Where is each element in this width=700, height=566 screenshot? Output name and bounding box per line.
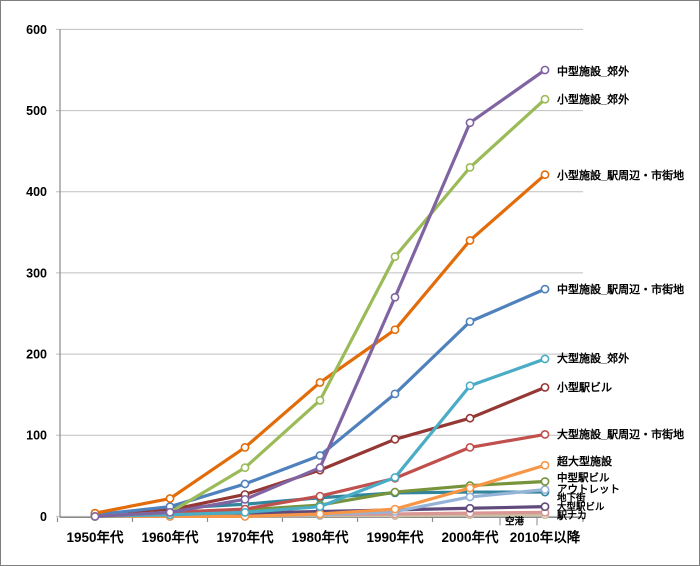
series-marker-7 — [315, 509, 325, 519]
series-marker-0 — [315, 463, 325, 473]
series-marker-0 — [390, 292, 400, 302]
y-axis-tick-label: 400 — [26, 185, 47, 199]
series-line-0 — [93, 68, 547, 519]
series-marker-4 — [465, 381, 475, 391]
series-data-label-10: 地下街 — [557, 492, 586, 504]
series-marker-7 — [465, 483, 475, 493]
series-marker-3 — [240, 479, 250, 489]
series-marker-1 — [240, 463, 250, 473]
series-marker-4 — [240, 507, 250, 517]
series-marker-6 — [540, 430, 550, 439]
x-axis-category-label: 1970年代 — [216, 529, 274, 545]
series-marker-2 — [465, 236, 475, 245]
y-axis-tick-label: 500 — [26, 104, 47, 118]
y-axis-tick-label: 0 — [40, 510, 47, 524]
series-marker-5 — [540, 382, 550, 392]
series-marker-3 — [540, 284, 550, 294]
x-axis-category-label: 2000年代 — [441, 529, 499, 545]
series-data-label-13: 空港 — [505, 515, 525, 527]
series-marker-5 — [465, 413, 475, 423]
series-data-label-11: 大型駅ビル — [557, 501, 605, 513]
series-marker-3 — [315, 451, 325, 460]
series-marker-2 — [390, 325, 400, 335]
series-marker-2 — [240, 443, 250, 452]
series-data-label-8: 中型駅ビル — [557, 471, 610, 484]
series-marker-1 — [390, 252, 400, 262]
series-marker-3 — [390, 389, 400, 399]
series-line-2 — [93, 173, 547, 515]
series-data-label-4: 大型施設_郊外 — [557, 351, 629, 365]
series-data-label-9: アウトレット — [557, 483, 620, 495]
series-marker-0 — [540, 65, 550, 75]
series-data-label-0: 中型施設_郊外 — [557, 64, 629, 78]
series-marker-2 — [315, 378, 325, 387]
series-marker-2 — [165, 494, 175, 503]
series-marker-7 — [390, 504, 400, 514]
series-marker-0 — [165, 507, 175, 517]
x-axis-category-label: 1960年代 — [141, 529, 199, 545]
series-marker-9 — [540, 485, 550, 495]
series-marker-4 — [540, 354, 550, 364]
y-axis-tick-label: 100 — [26, 429, 47, 443]
series-data-label-6: 大型施設_駅周辺・市街地 — [557, 427, 684, 441]
series-marker-4 — [390, 473, 400, 482]
series-data-label-1: 小型施設_郊外 — [556, 92, 629, 106]
series-marker-11 — [465, 503, 475, 513]
series-data-label-12: 駅ナカ — [556, 510, 587, 522]
series-marker-4 — [315, 502, 325, 512]
series-marker-5 — [390, 434, 400, 444]
series-marker-1 — [315, 395, 325, 405]
y-axis-tick-label: 200 — [26, 348, 47, 362]
series-marker-1 — [540, 94, 550, 104]
series-data-label-5: 小型駅ビル — [556, 380, 612, 394]
series-marker-11 — [540, 502, 550, 512]
series-marker-6 — [315, 491, 325, 501]
series-data-label-2: 小型施設_駅周辺・市街地 — [556, 168, 684, 182]
series-marker-2 — [540, 170, 550, 180]
series-marker-1 — [465, 162, 475, 172]
y-axis-tick-label: 300 — [26, 266, 47, 280]
series-data-label-3: 中型施設_駅周辺・市街地 — [557, 282, 684, 296]
x-axis-category-label: 1950年代 — [66, 529, 124, 545]
x-axis-category-label: 2010年以降 — [510, 529, 581, 545]
series-marker-0 — [90, 512, 100, 521]
series-marker-7 — [540, 460, 550, 470]
series-marker-3 — [465, 317, 475, 326]
y-axis-tick-label: 600 — [26, 23, 47, 37]
x-axis-category-label: 1980年代 — [291, 529, 349, 545]
series-marker-0 — [465, 118, 475, 128]
series-marker-9 — [465, 492, 475, 502]
x-axis-category-label: 1990年代 — [366, 529, 424, 545]
series-marker-8 — [390, 487, 400, 497]
series-marker-6 — [465, 443, 475, 452]
series-data-label-7: 超大型施設 — [556, 454, 613, 468]
series-marker-0 — [240, 494, 250, 504]
series-marker-8 — [540, 477, 550, 486]
